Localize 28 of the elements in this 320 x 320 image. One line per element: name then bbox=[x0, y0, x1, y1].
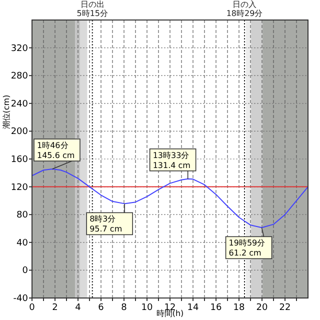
x-tick-label: 10 bbox=[141, 303, 153, 313]
y-tick-label: 120 bbox=[10, 182, 28, 193]
annotation: 1時46分 145.6 cm bbox=[37, 141, 75, 160]
annotation: 13時33分 131.4 cm bbox=[152, 150, 191, 170]
x-tick-label: 8 bbox=[121, 303, 128, 313]
ref-line-label: 日の入 18時29分 bbox=[226, 0, 263, 18]
x-tick-label: 14 bbox=[187, 303, 199, 313]
annotation: 19時59分 61.2 cm bbox=[228, 238, 266, 258]
x-tick-label: 4 bbox=[75, 303, 82, 313]
y-tick-label: 320 bbox=[10, 44, 28, 54]
y-tick-label: 160 bbox=[10, 155, 28, 165]
x-tick-label: 2 bbox=[52, 303, 58, 313]
y-tick-label: 200 bbox=[10, 127, 28, 138]
x-tick-label: 0 bbox=[29, 303, 36, 313]
y-tick-label: 240 bbox=[10, 99, 28, 110]
x-tick-label: 6 bbox=[98, 303, 104, 313]
y-tick-label: 80 bbox=[16, 210, 28, 221]
y-axis-title: 潮位(cm) bbox=[2, 94, 11, 130]
x-tick-label: 18 bbox=[233, 303, 245, 313]
x-tick-label: 16 bbox=[210, 303, 222, 313]
ref-line-label: 日の出 5時15分 bbox=[76, 0, 108, 18]
x-tick-label: 20 bbox=[256, 303, 268, 313]
y-tick-label: 0 bbox=[22, 266, 28, 276]
annotation: 8時3分 95.7 cm bbox=[90, 214, 122, 234]
y-tick-label: 40 bbox=[16, 238, 28, 248]
x-tick-label: 22 bbox=[279, 303, 291, 313]
y-tick-label: -40 bbox=[13, 294, 28, 304]
y-tick-label: 280 bbox=[10, 72, 28, 82]
